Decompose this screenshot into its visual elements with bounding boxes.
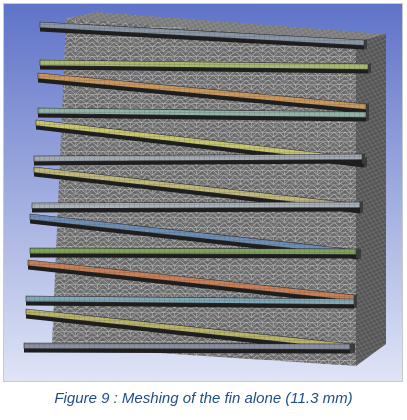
fin-strip-mesh: [38, 73, 366, 110]
fin-shadow: [38, 78, 366, 114]
fin-strip-mesh: [26, 296, 354, 305]
fin-shadow: [24, 348, 350, 354]
fin-shadow: [38, 113, 366, 122]
fin-top-edge-mesh: [66, 12, 386, 42]
fin-end-cap: [366, 103, 369, 114]
fin-mesh-render: [4, 4, 402, 381]
mesh-viewport: [3, 3, 403, 382]
fin-shadow: [28, 265, 354, 305]
fin-strip-mesh: [36, 120, 364, 164]
fin-shadow: [30, 253, 356, 259]
figure-caption: Figure 9 : Meshing of the fin alone (11.…: [54, 390, 353, 407]
fin-strip-mesh: [40, 22, 364, 46]
fin-strip-mesh: [32, 202, 360, 209]
fin-shadow: [40, 27, 364, 50]
fin-strip-mesh: [30, 214, 358, 256]
fin-strip-mesh: [38, 108, 366, 118]
fin-strip-mesh: [30, 248, 356, 255]
fin-shadow: [40, 65, 368, 74]
fin-end-cap: [354, 298, 357, 309]
fin-end-cap: [350, 343, 353, 354]
fin-end-cap: [366, 111, 369, 122]
fin-end-cap: [368, 63, 371, 74]
fin-strip-mesh: [34, 154, 362, 162]
fin-strip-mesh: [24, 343, 350, 350]
fin-end-cap: [360, 201, 363, 212]
base-plate-side-mesh: [356, 34, 386, 366]
fin-strip-mesh: [28, 260, 354, 301]
fin-stack: [23, 21, 371, 354]
fin-strip-mesh: [40, 60, 368, 70]
fin-end-cap: [356, 248, 359, 259]
fin-shadow: [32, 207, 360, 213]
fin-strip-mesh: [26, 309, 352, 350]
fin-end-cap: [362, 153, 365, 164]
fin-shadow: [26, 301, 354, 309]
fin-end-cap: [364, 39, 367, 50]
fin-strip-mesh: [34, 167, 360, 210]
